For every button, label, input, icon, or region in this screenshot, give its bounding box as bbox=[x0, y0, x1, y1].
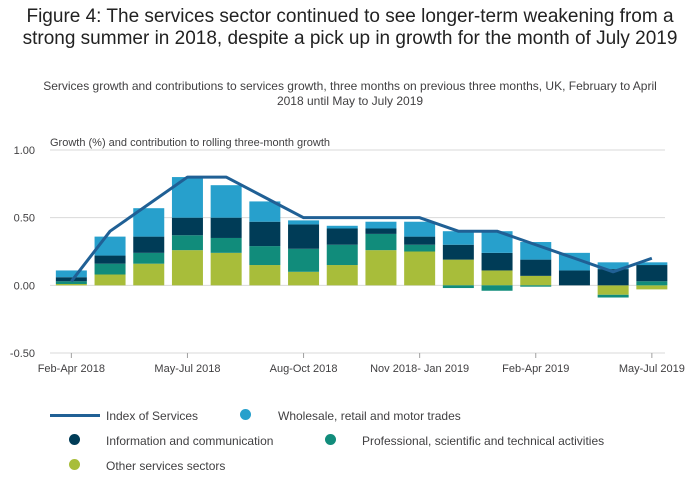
index-line bbox=[70, 175, 653, 283]
bar-information bbox=[365, 228, 397, 234]
bar-wholesale bbox=[326, 225, 358, 229]
x-tick-label: Feb-Apr 2018 bbox=[38, 363, 105, 375]
bar-wholesale bbox=[288, 220, 320, 225]
bar-information bbox=[558, 270, 590, 286]
bar-information bbox=[288, 224, 320, 249]
bar-wholesale bbox=[481, 231, 513, 253]
index-line-group bbox=[70, 175, 653, 283]
x-axis: Feb-Apr 2018 May-Jul 2018 Aug-Oct 2018 Nov … bbox=[38, 353, 685, 375]
bar-professional bbox=[288, 248, 320, 272]
bar-other bbox=[442, 259, 474, 286]
bar-other bbox=[326, 265, 358, 286]
bar-other bbox=[288, 271, 320, 286]
bar-other bbox=[636, 285, 668, 290]
bar-information bbox=[442, 244, 474, 260]
bar-wholesale bbox=[442, 231, 474, 245]
bar-professional bbox=[636, 281, 668, 286]
bar-other bbox=[171, 250, 203, 286]
bar-information bbox=[249, 221, 281, 247]
x-tick-label: Nov 2018- Jan 2019 bbox=[370, 363, 469, 375]
y-axis-ticks: 1.00 0.50 0.00 -0.50 bbox=[10, 145, 35, 360]
y-tick-label: -0.50 bbox=[10, 348, 35, 360]
bar-professional bbox=[171, 235, 203, 251]
bar-information bbox=[481, 252, 513, 271]
bar-other bbox=[481, 270, 513, 286]
bar-wholesale bbox=[558, 252, 590, 271]
y-tick-label: 1.00 bbox=[14, 145, 35, 157]
x-tick-label: May-Jul 2019 bbox=[619, 363, 685, 375]
chart-subtitle: Services growth and contributions to ser… bbox=[43, 79, 657, 108]
x-tick-label: Aug-Oct 2018 bbox=[270, 363, 338, 375]
x-tick-label: Feb-Apr 2019 bbox=[502, 363, 569, 375]
bar-information bbox=[636, 265, 668, 282]
bar-other bbox=[210, 252, 242, 286]
bar-other bbox=[249, 265, 281, 286]
bar-information bbox=[133, 236, 165, 253]
bar-professional bbox=[365, 233, 397, 251]
bar-professional bbox=[210, 237, 242, 253]
bar-professional bbox=[597, 294, 629, 298]
bar-other bbox=[597, 285, 629, 295]
y-axis-label: Growth (%) and contribution to rolling t… bbox=[50, 137, 330, 149]
bar-information bbox=[404, 236, 436, 245]
bar-other bbox=[520, 275, 552, 286]
bar-other bbox=[365, 250, 397, 286]
bar-professional bbox=[55, 281, 87, 284]
chart-title: Figure 4: The services sector continued … bbox=[22, 6, 678, 49]
bar-information bbox=[94, 255, 126, 264]
bar-information bbox=[597, 269, 629, 286]
bar-other bbox=[133, 263, 165, 286]
bar-wholesale bbox=[597, 262, 629, 270]
bar-information bbox=[171, 217, 203, 236]
bar-professional bbox=[326, 244, 358, 266]
bar-information bbox=[326, 228, 358, 245]
bar-wholesale bbox=[249, 201, 281, 222]
x-tick-label: May-Jul 2018 bbox=[154, 363, 220, 375]
bar-professional bbox=[404, 244, 436, 252]
bar-wholesale bbox=[636, 262, 668, 266]
bar-wholesale bbox=[404, 221, 436, 237]
bar-wholesale bbox=[365, 221, 397, 229]
bar-professional bbox=[442, 285, 474, 289]
bar-other bbox=[55, 283, 87, 286]
bar-information bbox=[210, 217, 242, 238]
bar-other bbox=[94, 274, 126, 286]
y-tick-label: 0.50 bbox=[14, 213, 35, 225]
bar-professional bbox=[133, 252, 165, 264]
bar-wholesale bbox=[55, 270, 87, 278]
bar-professional bbox=[520, 285, 552, 287]
bar-information bbox=[520, 259, 552, 276]
bar-other bbox=[404, 251, 436, 286]
bar-professional bbox=[249, 246, 281, 266]
bars bbox=[55, 177, 668, 298]
bar-wholesale bbox=[210, 185, 242, 218]
bar-professional bbox=[94, 263, 126, 275]
bar-professional bbox=[481, 285, 513, 291]
y-tick-label: 0.00 bbox=[14, 280, 35, 292]
